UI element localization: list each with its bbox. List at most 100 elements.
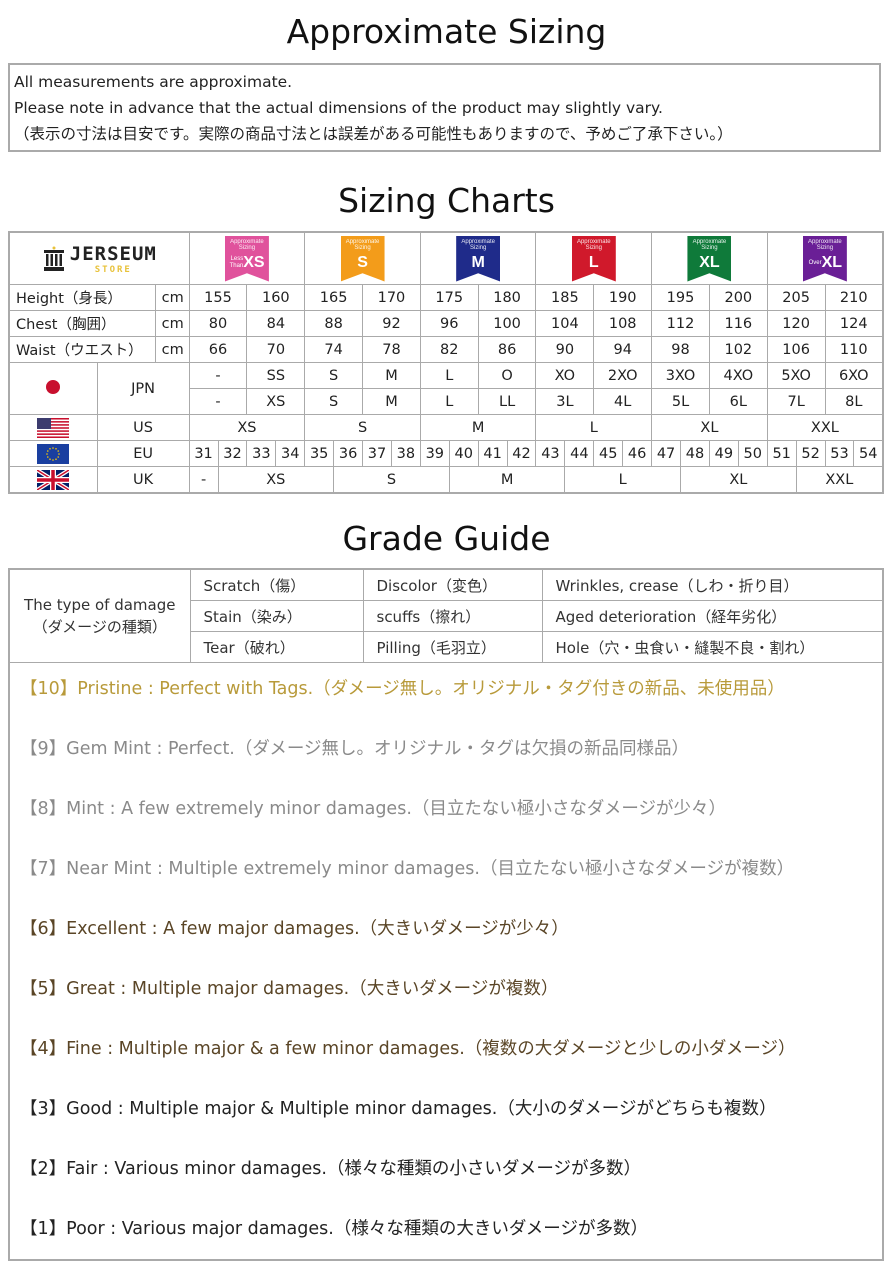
jpn-size: 3L bbox=[535, 388, 595, 415]
jpn-size: 5XO bbox=[766, 362, 826, 389]
unit-label: cm bbox=[154, 336, 190, 363]
measure-value: 108 bbox=[593, 310, 653, 337]
uk-size: S bbox=[333, 466, 450, 494]
region-label: JPN bbox=[96, 362, 190, 415]
grade-item: 【3】Good : Multiple major & Multiple mino… bbox=[20, 1099, 777, 1119]
damage-type: Discolor（変色） bbox=[362, 570, 543, 601]
measure-label: Height（身長） bbox=[8, 284, 156, 311]
eu-row: EU 31 32 33 34 35 36 37 38 39 40 41 42 43 44 45 46 47 48 49… bbox=[8, 440, 884, 467]
measure-value: 195 bbox=[651, 284, 710, 311]
measure-value: 190 bbox=[593, 284, 653, 311]
jpn-size: O bbox=[477, 362, 537, 389]
us-row: US XS S M L XL XXL bbox=[8, 414, 884, 441]
jpn-size: 5L bbox=[651, 388, 710, 415]
measure-value: 170 bbox=[362, 284, 421, 311]
measure-value: 205 bbox=[766, 284, 826, 311]
us-size: L bbox=[535, 414, 653, 441]
badge-size-line: OverXL bbox=[803, 253, 847, 272]
measure-value: 112 bbox=[651, 310, 710, 337]
damage-type: scuffs（擦れ） bbox=[362, 600, 543, 632]
measure-value: 106 bbox=[766, 336, 826, 363]
jpn-size: 7L bbox=[766, 388, 826, 415]
japan-flag-icon bbox=[46, 379, 61, 394]
eu-size: 54 bbox=[853, 440, 884, 467]
size-badge-cell: Approximate Sizing M bbox=[419, 231, 537, 285]
measure-value: 175 bbox=[419, 284, 479, 311]
size-badge: Approximate Sizing Less ThanXS bbox=[224, 235, 269, 282]
column-building-icon bbox=[43, 246, 64, 271]
region-label: US bbox=[96, 414, 190, 441]
jpn-size: 4L bbox=[593, 388, 653, 415]
measure-value: 70 bbox=[246, 336, 306, 363]
us-size: XXL bbox=[766, 414, 884, 441]
jpn-size: M bbox=[362, 362, 421, 389]
badge-prefix: Over bbox=[808, 259, 822, 266]
us-size: S bbox=[304, 414, 421, 441]
measure-value: 98 bbox=[651, 336, 710, 363]
measure-value: 104 bbox=[535, 310, 595, 337]
eu-size: 46 bbox=[622, 440, 653, 467]
jpn-row: JPN - SS S M L O XO 2XO 3XO 4XO 5XO 6XO bbox=[8, 362, 884, 415]
size-badge-cell: Approximate Sizing Less ThanXS bbox=[188, 231, 306, 285]
sizing-charts-title: Sizing Charts bbox=[338, 181, 555, 220]
badge-caption: Approximate Sizing bbox=[576, 238, 611, 252]
jpn-size: S bbox=[304, 362, 364, 389]
logo-text-wrap: JERSEUM STORE bbox=[70, 243, 157, 275]
measure-value: 88 bbox=[304, 310, 364, 337]
damage-type: Aged deterioration（経年劣化） bbox=[541, 600, 882, 632]
us-size: M bbox=[419, 414, 537, 441]
damage-types-table: The type of damage （ダメージの種類） Scratch（傷） D… bbox=[10, 570, 882, 663]
eu-size: 53 bbox=[824, 440, 855, 467]
jpn-size: - bbox=[188, 388, 248, 415]
eu-size: 43 bbox=[535, 440, 566, 467]
measure-value: 84 bbox=[246, 310, 306, 337]
eu-size: 42 bbox=[506, 440, 537, 467]
japan-flag bbox=[8, 362, 98, 415]
size-badge: Approximate Sizing OverXL bbox=[802, 235, 847, 282]
uk-flag bbox=[8, 466, 98, 494]
grade-item: 【2】Fair : Various minor damages.（様々な種類の小… bbox=[20, 1159, 642, 1179]
badge-size: XS bbox=[243, 254, 265, 272]
measure-value: 155 bbox=[188, 284, 248, 311]
badge-size-line: XL bbox=[687, 253, 731, 272]
measure-value: 94 bbox=[593, 336, 653, 363]
eu-size: 36 bbox=[333, 440, 364, 467]
measure-value: 96 bbox=[419, 310, 479, 337]
us-flag-icon bbox=[37, 417, 70, 438]
measure-value: 116 bbox=[708, 310, 768, 337]
badge-size: XL bbox=[699, 254, 720, 272]
us-size: XS bbox=[188, 414, 306, 441]
eu-size: 38 bbox=[390, 440, 421, 467]
eu-flag bbox=[8, 440, 98, 467]
notice-line: Please note in advance that the actual d… bbox=[14, 99, 663, 117]
badge-caption: Approximate Sizing bbox=[230, 238, 264, 252]
grade-item: 【9】Gem Mint : Perfect.（ダメージ無し。オリジナル・タグは欠… bbox=[20, 739, 689, 759]
region-label: UK bbox=[96, 466, 190, 494]
measure-value: 185 bbox=[535, 284, 595, 311]
measure-value: 80 bbox=[188, 310, 248, 337]
eu-size: 31 bbox=[188, 440, 219, 467]
uk-size: XL bbox=[680, 466, 797, 494]
uk-flag-icon bbox=[37, 469, 70, 490]
size-badge: Approximate Sizing M bbox=[456, 235, 501, 282]
measure-row: Waist（ウエスト） cm 66 70 74 78 82 86 90 94 98 102 106 110 bbox=[8, 336, 884, 363]
notice-line: All measurements are approximate. bbox=[14, 73, 293, 91]
badge-caption: Approximate Sizing bbox=[808, 238, 842, 252]
measure-value: 66 bbox=[188, 336, 248, 363]
sizing-table: JERSEUM STORE Approximate Sizing Less ThanX… bbox=[8, 231, 884, 494]
badge-size: M bbox=[471, 254, 485, 272]
eu-size: 47 bbox=[651, 440, 682, 467]
grade-guide-box: The type of damage （ダメージの種類） Scratch（傷） D… bbox=[8, 568, 884, 1261]
jpn-size: L bbox=[419, 362, 479, 389]
damage-type: Tear（破れ） bbox=[189, 631, 364, 663]
damage-type-label: The type of damage （ダメージの種類） bbox=[10, 570, 191, 663]
eu-size: 51 bbox=[766, 440, 797, 467]
measure-value: 165 bbox=[304, 284, 364, 311]
notice-line: （表示の寸法は目安です。実際の商品寸法とは誤差がある可能性もありますので、予めご… bbox=[14, 125, 733, 143]
measure-value: 120 bbox=[766, 310, 826, 337]
badge-size-line: L bbox=[572, 253, 616, 272]
damage-type: Stain（染み） bbox=[189, 600, 364, 632]
grade-item: 【5】Great : Multiple major damages.（大きいダメ… bbox=[20, 979, 559, 999]
eu-size: 32 bbox=[217, 440, 248, 467]
eu-size: 33 bbox=[246, 440, 277, 467]
